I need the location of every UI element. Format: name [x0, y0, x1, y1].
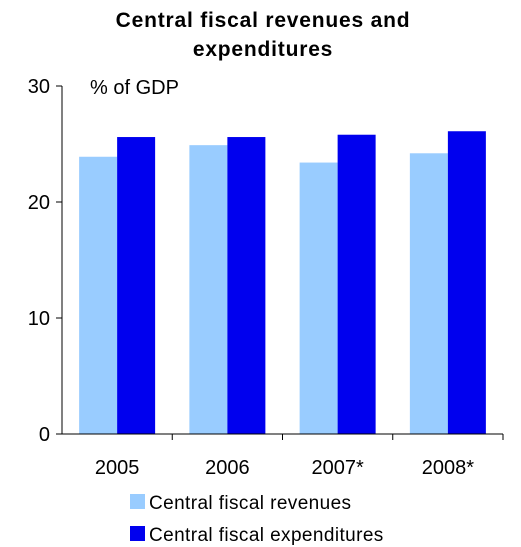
bar-expenditures-1 [227, 137, 266, 435]
chart-title-line-1: Central fiscal revenues and [116, 9, 411, 32]
bar-revenues-3 [409, 153, 448, 434]
y-tick-label: 0 [39, 424, 50, 446]
y-tick-label: 10 [28, 308, 50, 330]
y-tick-label: 30 [28, 76, 50, 98]
bar-expenditures-3 [447, 131, 486, 435]
bar-expenditures-2 [337, 134, 376, 434]
bar-revenues-2 [299, 162, 338, 434]
x-category-label: 2007* [311, 457, 363, 479]
chart-title-line-2: expenditures [193, 38, 333, 61]
x-axis-labels: 2005 2006 2007* 2008* [95, 457, 474, 479]
x-category-label: 2005 [95, 457, 140, 479]
legend-swatch [130, 494, 145, 509]
y-axis-unit-label: % of GDP [90, 77, 179, 99]
legend-label: Central fiscal expenditures [149, 525, 384, 546]
x-category-label: 2006 [205, 457, 250, 479]
x-category-label: 2008* [422, 457, 474, 479]
bar-expenditures-0 [117, 137, 156, 435]
legend-label: Central fiscal revenues [149, 493, 351, 514]
chart-title: Central fiscal revenues and expenditures [116, 9, 411, 61]
y-axis-ticks: 0 10 20 30 [28, 76, 62, 446]
legend: Central fiscal revenues Central fiscal ex… [130, 493, 384, 546]
axes [56, 86, 504, 440]
bars [79, 131, 486, 435]
y-tick-label: 20 [28, 192, 50, 214]
bar-revenues-1 [189, 145, 228, 434]
legend-swatch [130, 526, 145, 541]
bar-revenues-0 [79, 156, 118, 434]
